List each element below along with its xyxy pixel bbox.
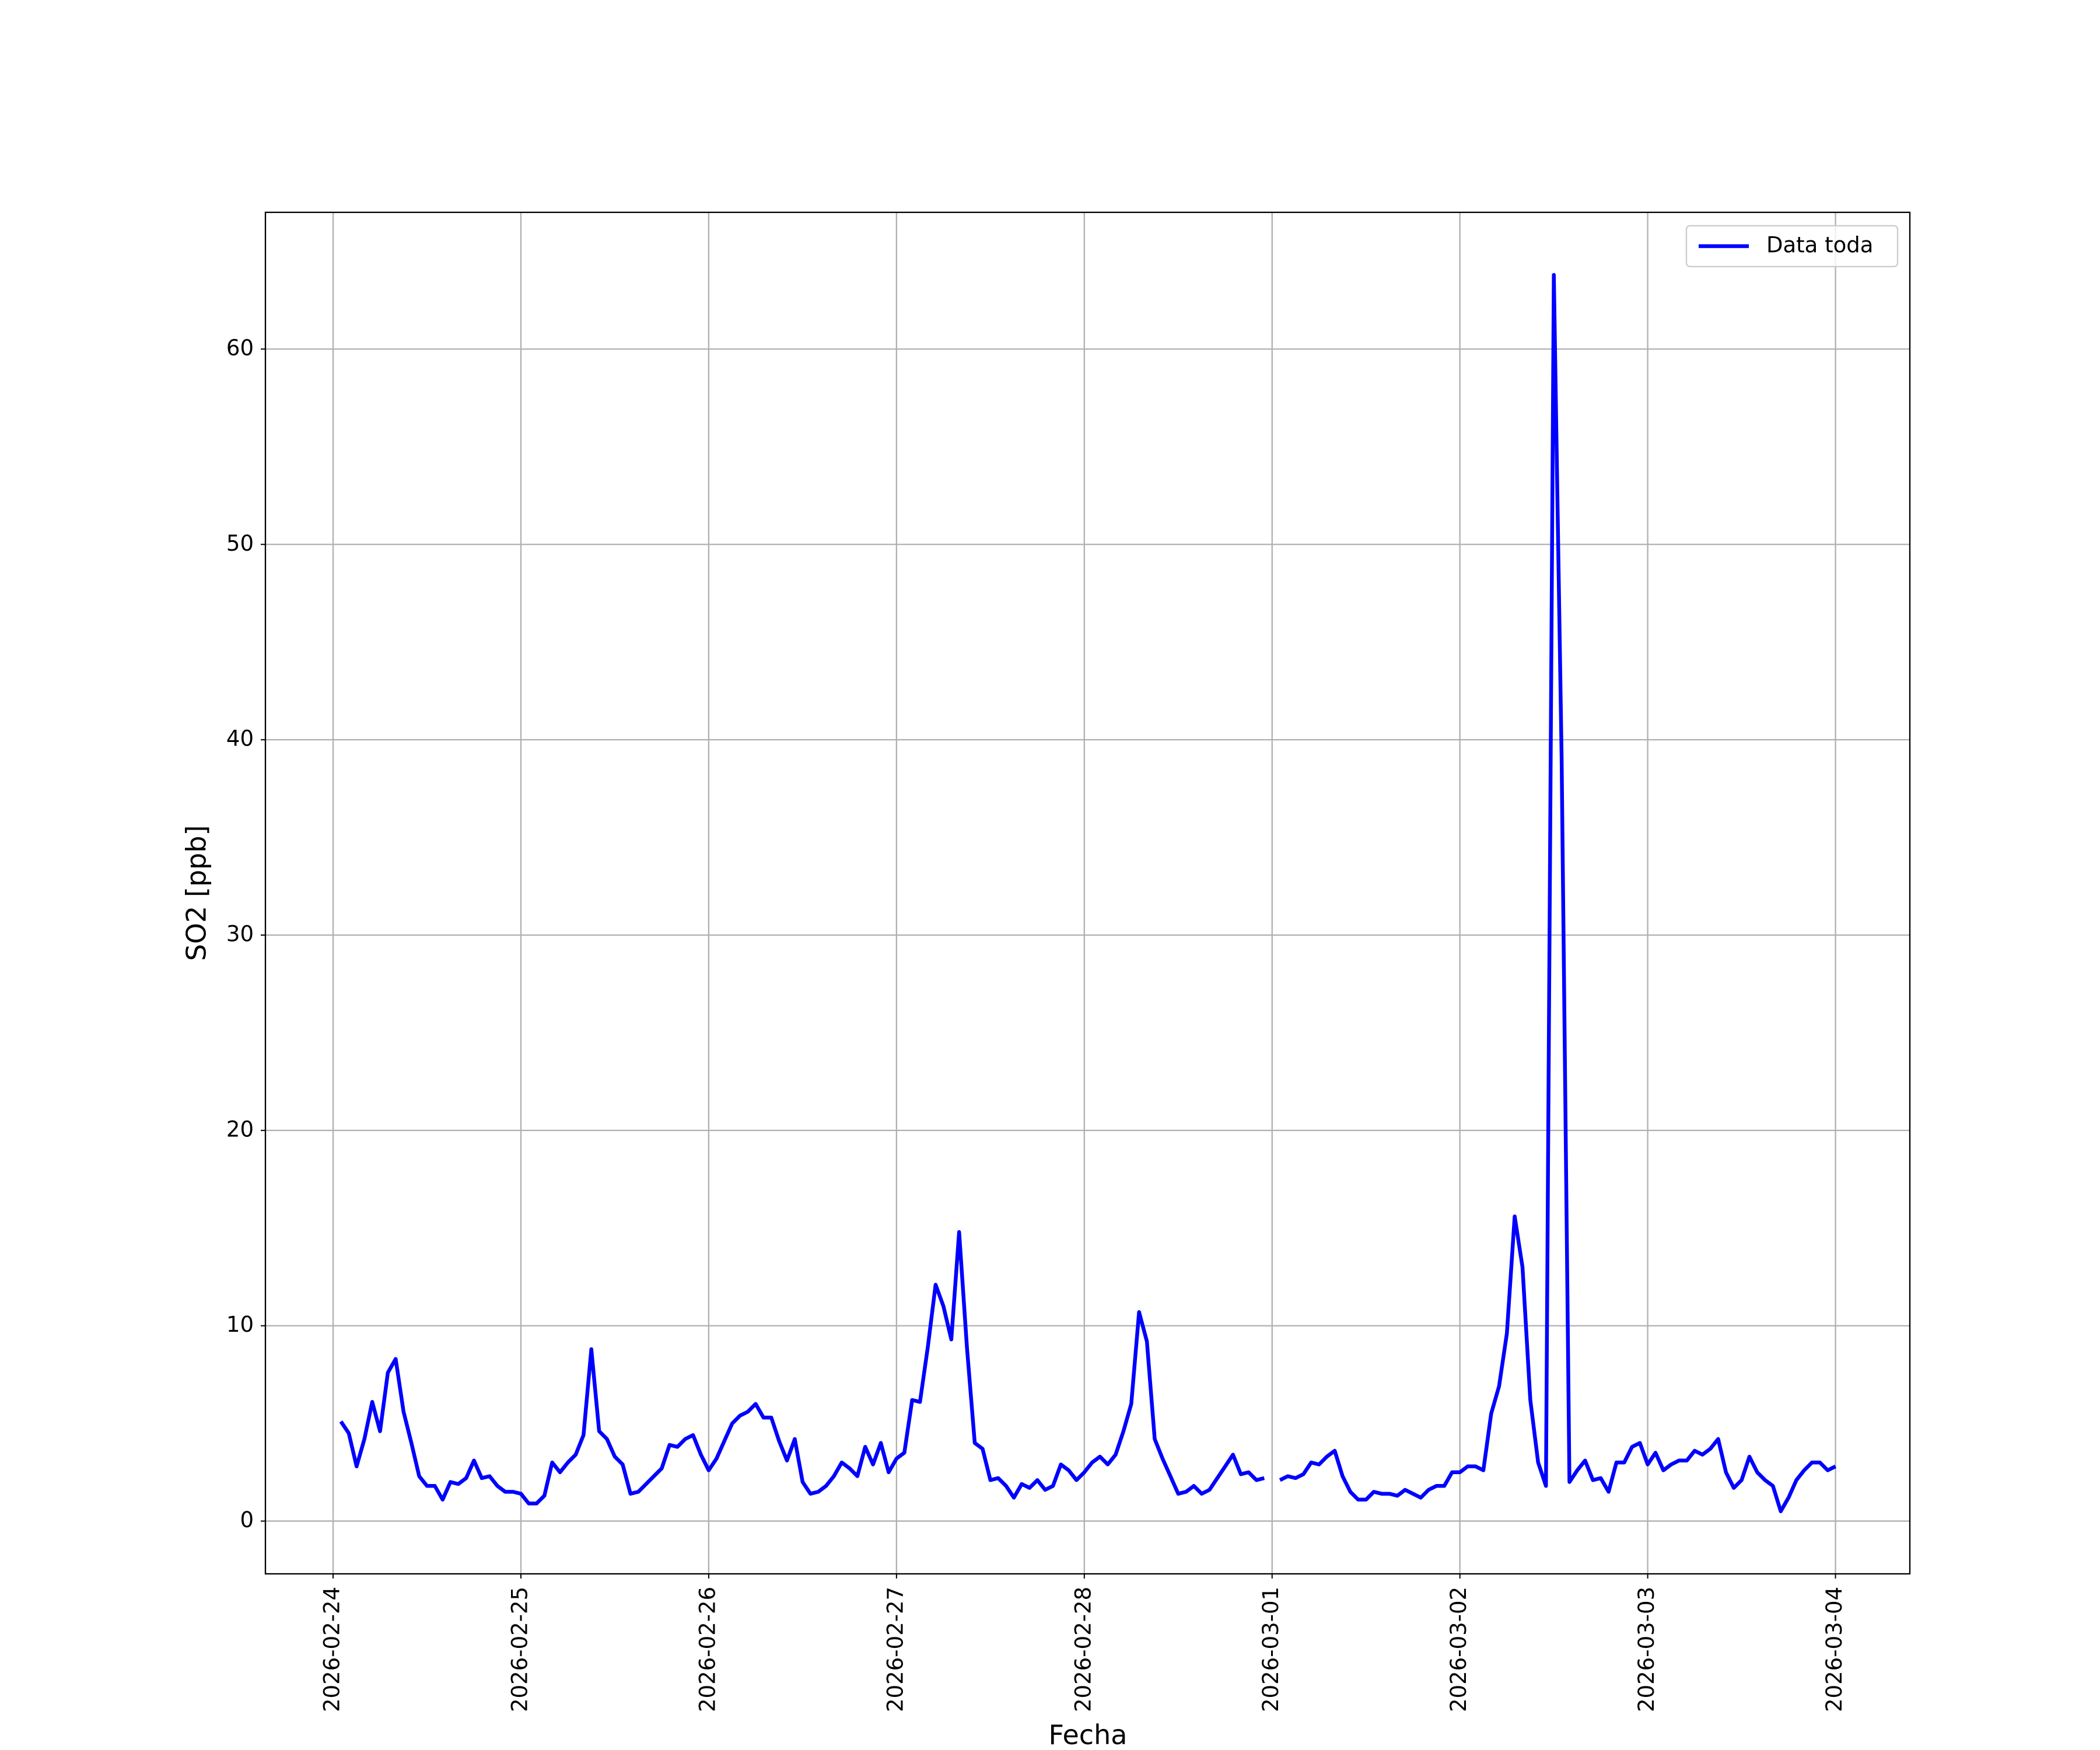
x-tick-label: 2026-03-01 [1258,1587,1283,1712]
data-line [339,272,1837,1514]
plot-frame [264,211,1911,1575]
legend-label: Data toda [1766,233,1873,258]
x-tick-label: 2026-02-28 [1070,1587,1096,1712]
x-tick-label: 2026-02-25 [507,1587,532,1712]
x-tick-label: 2026-02-24 [320,1587,345,1712]
y-axis-label: SO2 [ppb] [181,825,212,961]
y-tick-label: 50 [226,531,254,556]
y-tick-label: 0 [240,1507,254,1532]
x-tick-label: 2026-03-04 [1822,1587,1847,1712]
y-tick-label: 60 [226,335,254,360]
x-tick-label: 2026-02-26 [695,1587,720,1712]
y-tick-label: 40 [226,726,254,751]
legend-box [1685,225,1899,268]
y-tick-label: 10 [226,1312,254,1337]
y-tick-label: 20 [226,1116,254,1142]
y-tick-label: 30 [226,921,254,946]
x-tick-label: 2026-03-02 [1446,1587,1471,1712]
x-tick-label: 2026-03-03 [1634,1587,1659,1712]
x-tick-label: 2026-02-27 [883,1587,908,1712]
x-axis-label: Fecha [1049,1719,1128,1750]
